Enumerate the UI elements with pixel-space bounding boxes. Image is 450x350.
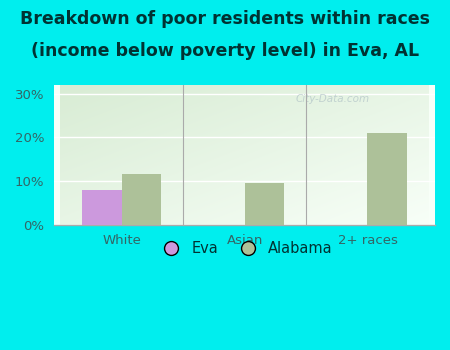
Bar — [82, 190, 122, 225]
Text: Breakdown of poor residents within races: Breakdown of poor residents within races — [20, 10, 430, 28]
Bar — [245, 183, 284, 225]
Bar — [368, 133, 407, 225]
Text: City-Data.com: City-Data.com — [295, 94, 369, 104]
Legend: Eva, Alabama: Eva, Alabama — [151, 235, 338, 262]
Bar — [122, 174, 161, 225]
Text: (income below poverty level) in Eva, AL: (income below poverty level) in Eva, AL — [31, 42, 419, 60]
